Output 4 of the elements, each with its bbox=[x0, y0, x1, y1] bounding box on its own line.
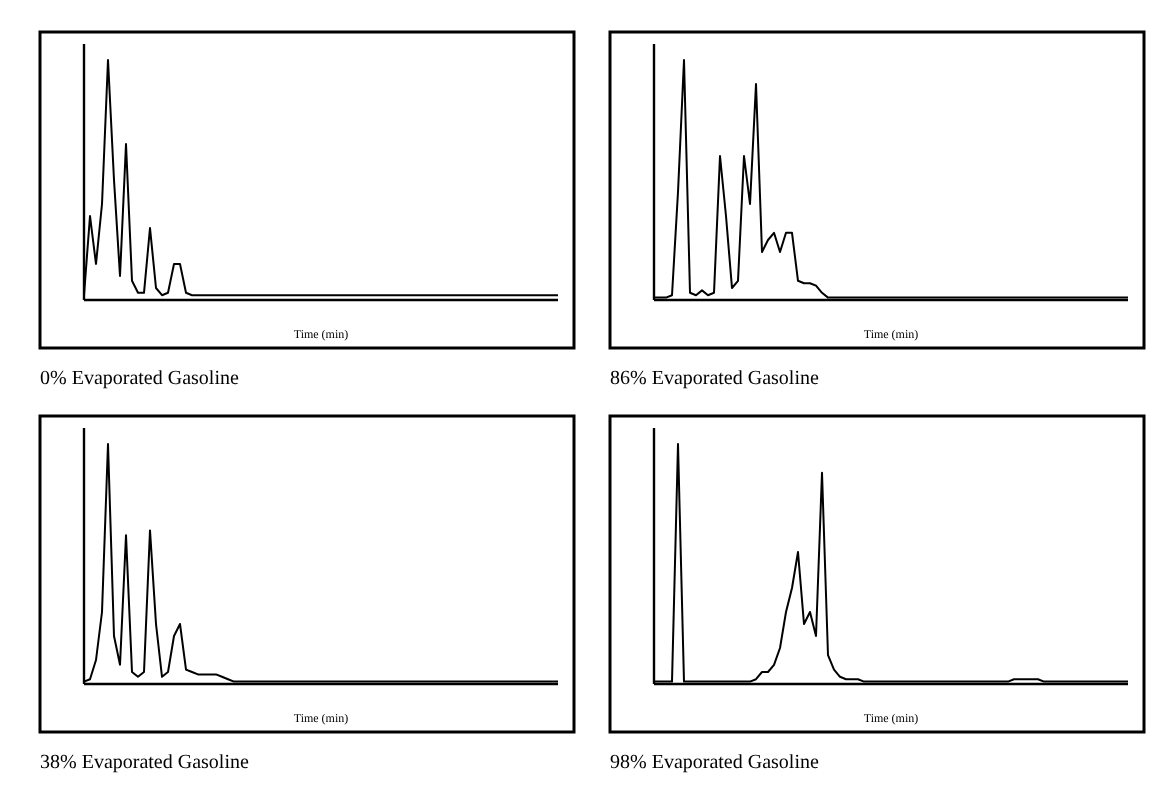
text: 86% Evaporated Gasoline bbox=[610, 368, 820, 390]
text: 38% Evaporated Gasoline bbox=[40, 752, 250, 774]
text: 98% Evaporated Gasoline bbox=[610, 752, 820, 774]
text: 0% Evaporated Gasoline bbox=[40, 368, 240, 390]
